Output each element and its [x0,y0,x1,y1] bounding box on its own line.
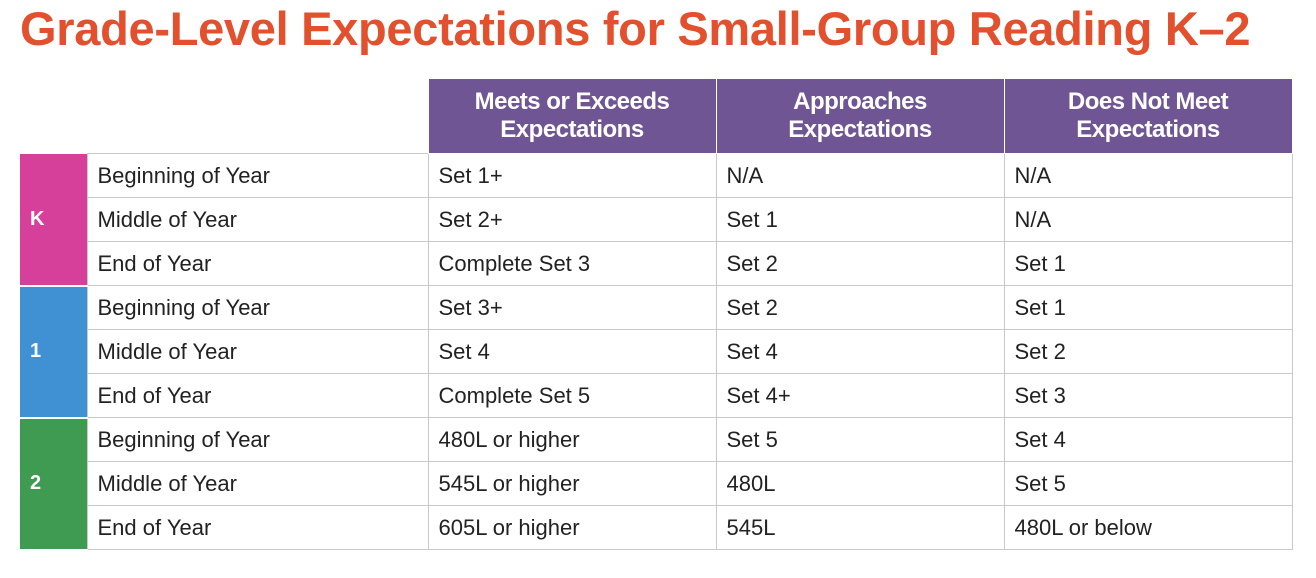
expectation-cell: 545L [715,505,1005,550]
expectation-cell: Set 3+ [427,285,717,330]
expectation-cell: Set 4+ [715,373,1005,418]
period-cell: End of Year [86,241,429,286]
period-cell: Middle of Year [86,197,429,242]
expectation-cell: 480L [715,461,1005,506]
period-cell: Middle of Year [86,329,429,374]
grade-cell: 1 [20,285,87,419]
blank-cell [87,78,428,154]
period-cell: End of Year [86,505,429,550]
expectation-cell: Set 2+ [427,197,717,242]
grade-cell: 2 [20,417,87,551]
period-cell: Beginning of Year [86,285,429,330]
table-row: 2 Beginning of Year 480L or higher Set 5 Set… [20,417,1293,551]
column-header: Approaches Expectations [715,78,1005,154]
expectation-cell: 480L or below [1003,505,1293,550]
table-row: Middle of Year 545L or higher 480L Set 5 [20,461,1293,506]
expectation-cell: Set 5 [1003,461,1293,506]
table-row: Middle of Year Set 4 Set 4 Set 2 [20,329,1293,374]
title: Grade-Level Expectations for Small-Group… [20,2,1251,55]
table-body: K Beginning of Year Set 1+ N/A N/A Middle of … [20,153,1293,551]
expectation-cell: Set 3 [1003,373,1293,418]
expectation-cell: Complete Set 5 [427,373,717,418]
expectation-cell: N/A [715,153,1005,198]
table-row: End of Year 605L or higher 545L 480L or bel… [20,505,1293,550]
expectation-cell: Set 1+ [427,153,717,198]
column-header: Meets or Exceeds Expectations [427,78,717,154]
expectation-cell: Set 1 [1003,241,1293,286]
table-row: End of Year Complete Set 5 Set 4+ Set 3 [20,373,1293,418]
expectation-cell: Set 1 [715,197,1005,242]
blank-cell [20,78,87,154]
table-row: End of Year Complete Set 3 Set 2 Set 1 [20,241,1293,286]
expectation-cell: 480L or higher [427,417,717,462]
table-row: 1 Beginning of Year Set 3+ Set 2 Set 1 [20,285,1293,419]
period-cell: End of Year [86,373,429,418]
period-cell: Beginning of Year [86,153,429,198]
expectation-cell: Complete Set 3 [427,241,717,286]
table-row: K Beginning of Year Set 1+ N/A N/A [20,153,1293,287]
table-row: Middle of Year Set 2+ Set 1 N/A [20,197,1293,242]
header-row: Meets or Exceeds Expectations Approaches … [20,78,1293,154]
column-header: Does Not Meet Expectations [1003,78,1293,154]
expectation-cell: Set 2 [715,285,1005,330]
expectation-cell: Set 4 [715,329,1005,374]
expectation-cell: 545L or higher [427,461,717,506]
grade-cell: K [20,153,87,287]
expectation-cell: N/A [1003,197,1293,242]
expectation-cell: 605L or higher [427,505,717,550]
expectation-cell: Set 4 [427,329,717,374]
expectation-cell: Set 5 [715,417,1005,462]
period-cell: Beginning of Year [86,417,429,462]
expectations-table: Meets or Exceeds Expectations Approaches … [20,78,1293,551]
expectation-cell: Set 4 [1003,417,1293,462]
expectation-cell: Set 1 [1003,285,1293,330]
period-cell: Middle of Year [86,461,429,506]
expectation-cell: Set 2 [1003,329,1293,374]
expectation-cell: Set 2 [715,241,1005,286]
expectation-cell: N/A [1003,153,1293,198]
